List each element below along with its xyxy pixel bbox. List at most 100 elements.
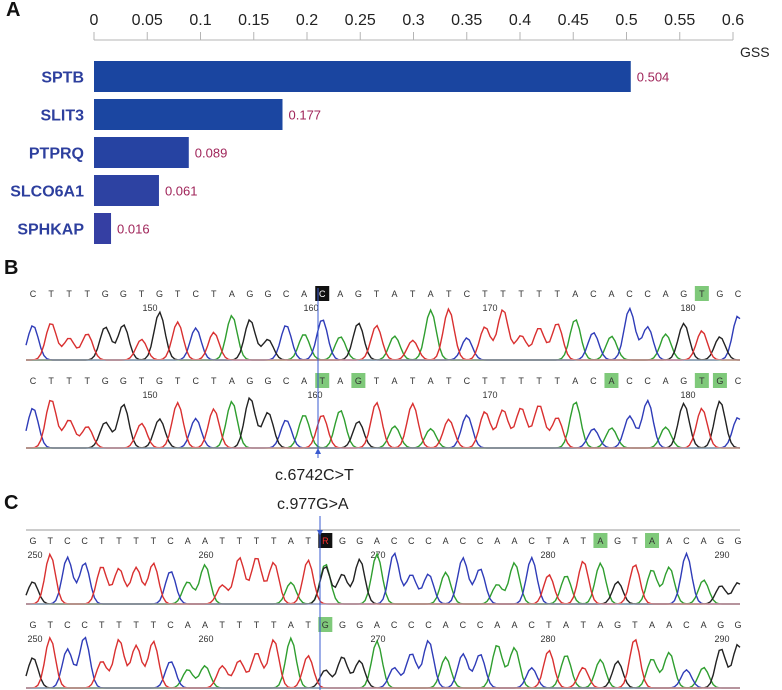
base-letter: A: [374, 536, 380, 546]
base-letter: A: [443, 620, 449, 630]
base-letter: A: [494, 620, 500, 630]
base-letter: T: [446, 376, 452, 386]
base-letter: T: [319, 376, 325, 386]
base-highlight: [604, 373, 619, 388]
base-letter: A: [608, 289, 614, 299]
base-letter: T: [175, 289, 181, 299]
base-letter: T: [699, 289, 705, 299]
bar-slco6a1: [94, 175, 159, 206]
base-letter: G: [339, 536, 346, 546]
base-letter: T: [554, 289, 560, 299]
base-letter: C: [167, 536, 174, 546]
base-letter: T: [151, 536, 157, 546]
base-letter: T: [139, 289, 145, 299]
bars: SPTB 0.504 SLIT3 0.177 PTPRQ 0.089 SLCO6A1 0.06…: [10, 61, 669, 244]
position-number: 280: [540, 550, 555, 560]
base-letter: T: [133, 620, 139, 630]
base-letter: G: [29, 620, 36, 630]
position-number: 290: [714, 550, 729, 560]
base-letter: G: [322, 620, 329, 630]
base-letter: C: [391, 536, 398, 546]
base-letter: G: [614, 536, 621, 546]
position-number: 180: [680, 390, 695, 400]
value-label: 0.089: [195, 146, 228, 161]
base-letter: C: [283, 289, 290, 299]
base-letter: G: [680, 289, 687, 299]
base-letter: C: [460, 536, 467, 546]
x-tick-label: 0.6: [722, 12, 744, 29]
base-letter: T: [374, 376, 380, 386]
base-letter: T: [175, 376, 181, 386]
base-letter: C: [425, 536, 432, 546]
base-letter: A: [443, 536, 449, 546]
base-letter: A: [649, 536, 655, 546]
base-letter: C: [64, 620, 71, 630]
base-letter: C: [626, 376, 633, 386]
base-highlight: [318, 617, 333, 632]
bar-slit3: [94, 99, 283, 130]
base-letter: C: [477, 620, 484, 630]
position-number: 150: [142, 390, 157, 400]
category-label: SPHKAP: [17, 222, 84, 239]
base-letter: C: [408, 536, 415, 546]
base-letter: G: [156, 376, 163, 386]
position-number: 260: [198, 634, 213, 644]
chromatogram-b: C T T T G G T G T C T A G G C A C A G T A T A T C T T T T T A C A C C A G T G C…: [25, 286, 742, 458]
position-number: 150: [142, 303, 157, 313]
base-letter: C: [167, 620, 174, 630]
base-letter: A: [572, 289, 578, 299]
base-letter: T: [47, 620, 53, 630]
base-letter: T: [482, 289, 488, 299]
base-letter: A: [608, 376, 614, 386]
base-highlight: [712, 373, 727, 388]
base-highlight: [351, 373, 366, 388]
base-letter: R: [322, 536, 329, 546]
base-letter: T: [139, 376, 145, 386]
base-letter: G: [120, 289, 127, 299]
trace-a: [26, 552, 740, 605]
base-letter: T: [554, 376, 560, 386]
base-letter: C: [391, 620, 398, 630]
base-letter: G: [734, 536, 741, 546]
value-label: 0.177: [289, 108, 322, 123]
base-letter: C: [81, 620, 88, 630]
base-letter: A: [202, 536, 208, 546]
base-letter: T: [699, 376, 705, 386]
x-tick-label: 0: [90, 12, 99, 29]
base-letter: T: [580, 536, 586, 546]
base-letter: G: [29, 536, 36, 546]
base-letter: T: [133, 536, 139, 546]
base-letter: T: [219, 536, 225, 546]
base-letter: T: [410, 376, 416, 386]
base-letter: G: [355, 289, 362, 299]
base-letter: C: [644, 376, 651, 386]
base-letter: T: [305, 536, 311, 546]
bar-ptprq: [94, 137, 189, 168]
base-letter: A: [511, 536, 517, 546]
base-letter: C: [590, 376, 597, 386]
base-letter: G: [246, 289, 253, 299]
base-letter: T: [254, 620, 260, 630]
base-letter: T: [116, 620, 122, 630]
base-letter: C: [644, 289, 651, 299]
position-number: 290: [714, 634, 729, 644]
base-letter: C: [528, 620, 535, 630]
base-highlight: [318, 533, 333, 548]
base-letter: T: [84, 289, 90, 299]
base-letter: C: [590, 289, 597, 299]
position-number: 260: [198, 550, 213, 560]
base-letter: A: [666, 620, 672, 630]
base-letter: C: [735, 289, 742, 299]
base-letter: C: [192, 289, 199, 299]
base-letter: G: [717, 620, 724, 630]
base-letter: T: [546, 536, 552, 546]
base-letter: A: [666, 536, 672, 546]
base-letter: A: [428, 289, 434, 299]
x-tick-label: 0.1: [189, 12, 211, 29]
base-letter: C: [425, 620, 432, 630]
x-tick-label: 0.45: [558, 12, 589, 29]
base-letter: A: [229, 289, 235, 299]
x-tick-label: 0.15: [238, 12, 269, 29]
base-letter: G: [734, 620, 741, 630]
